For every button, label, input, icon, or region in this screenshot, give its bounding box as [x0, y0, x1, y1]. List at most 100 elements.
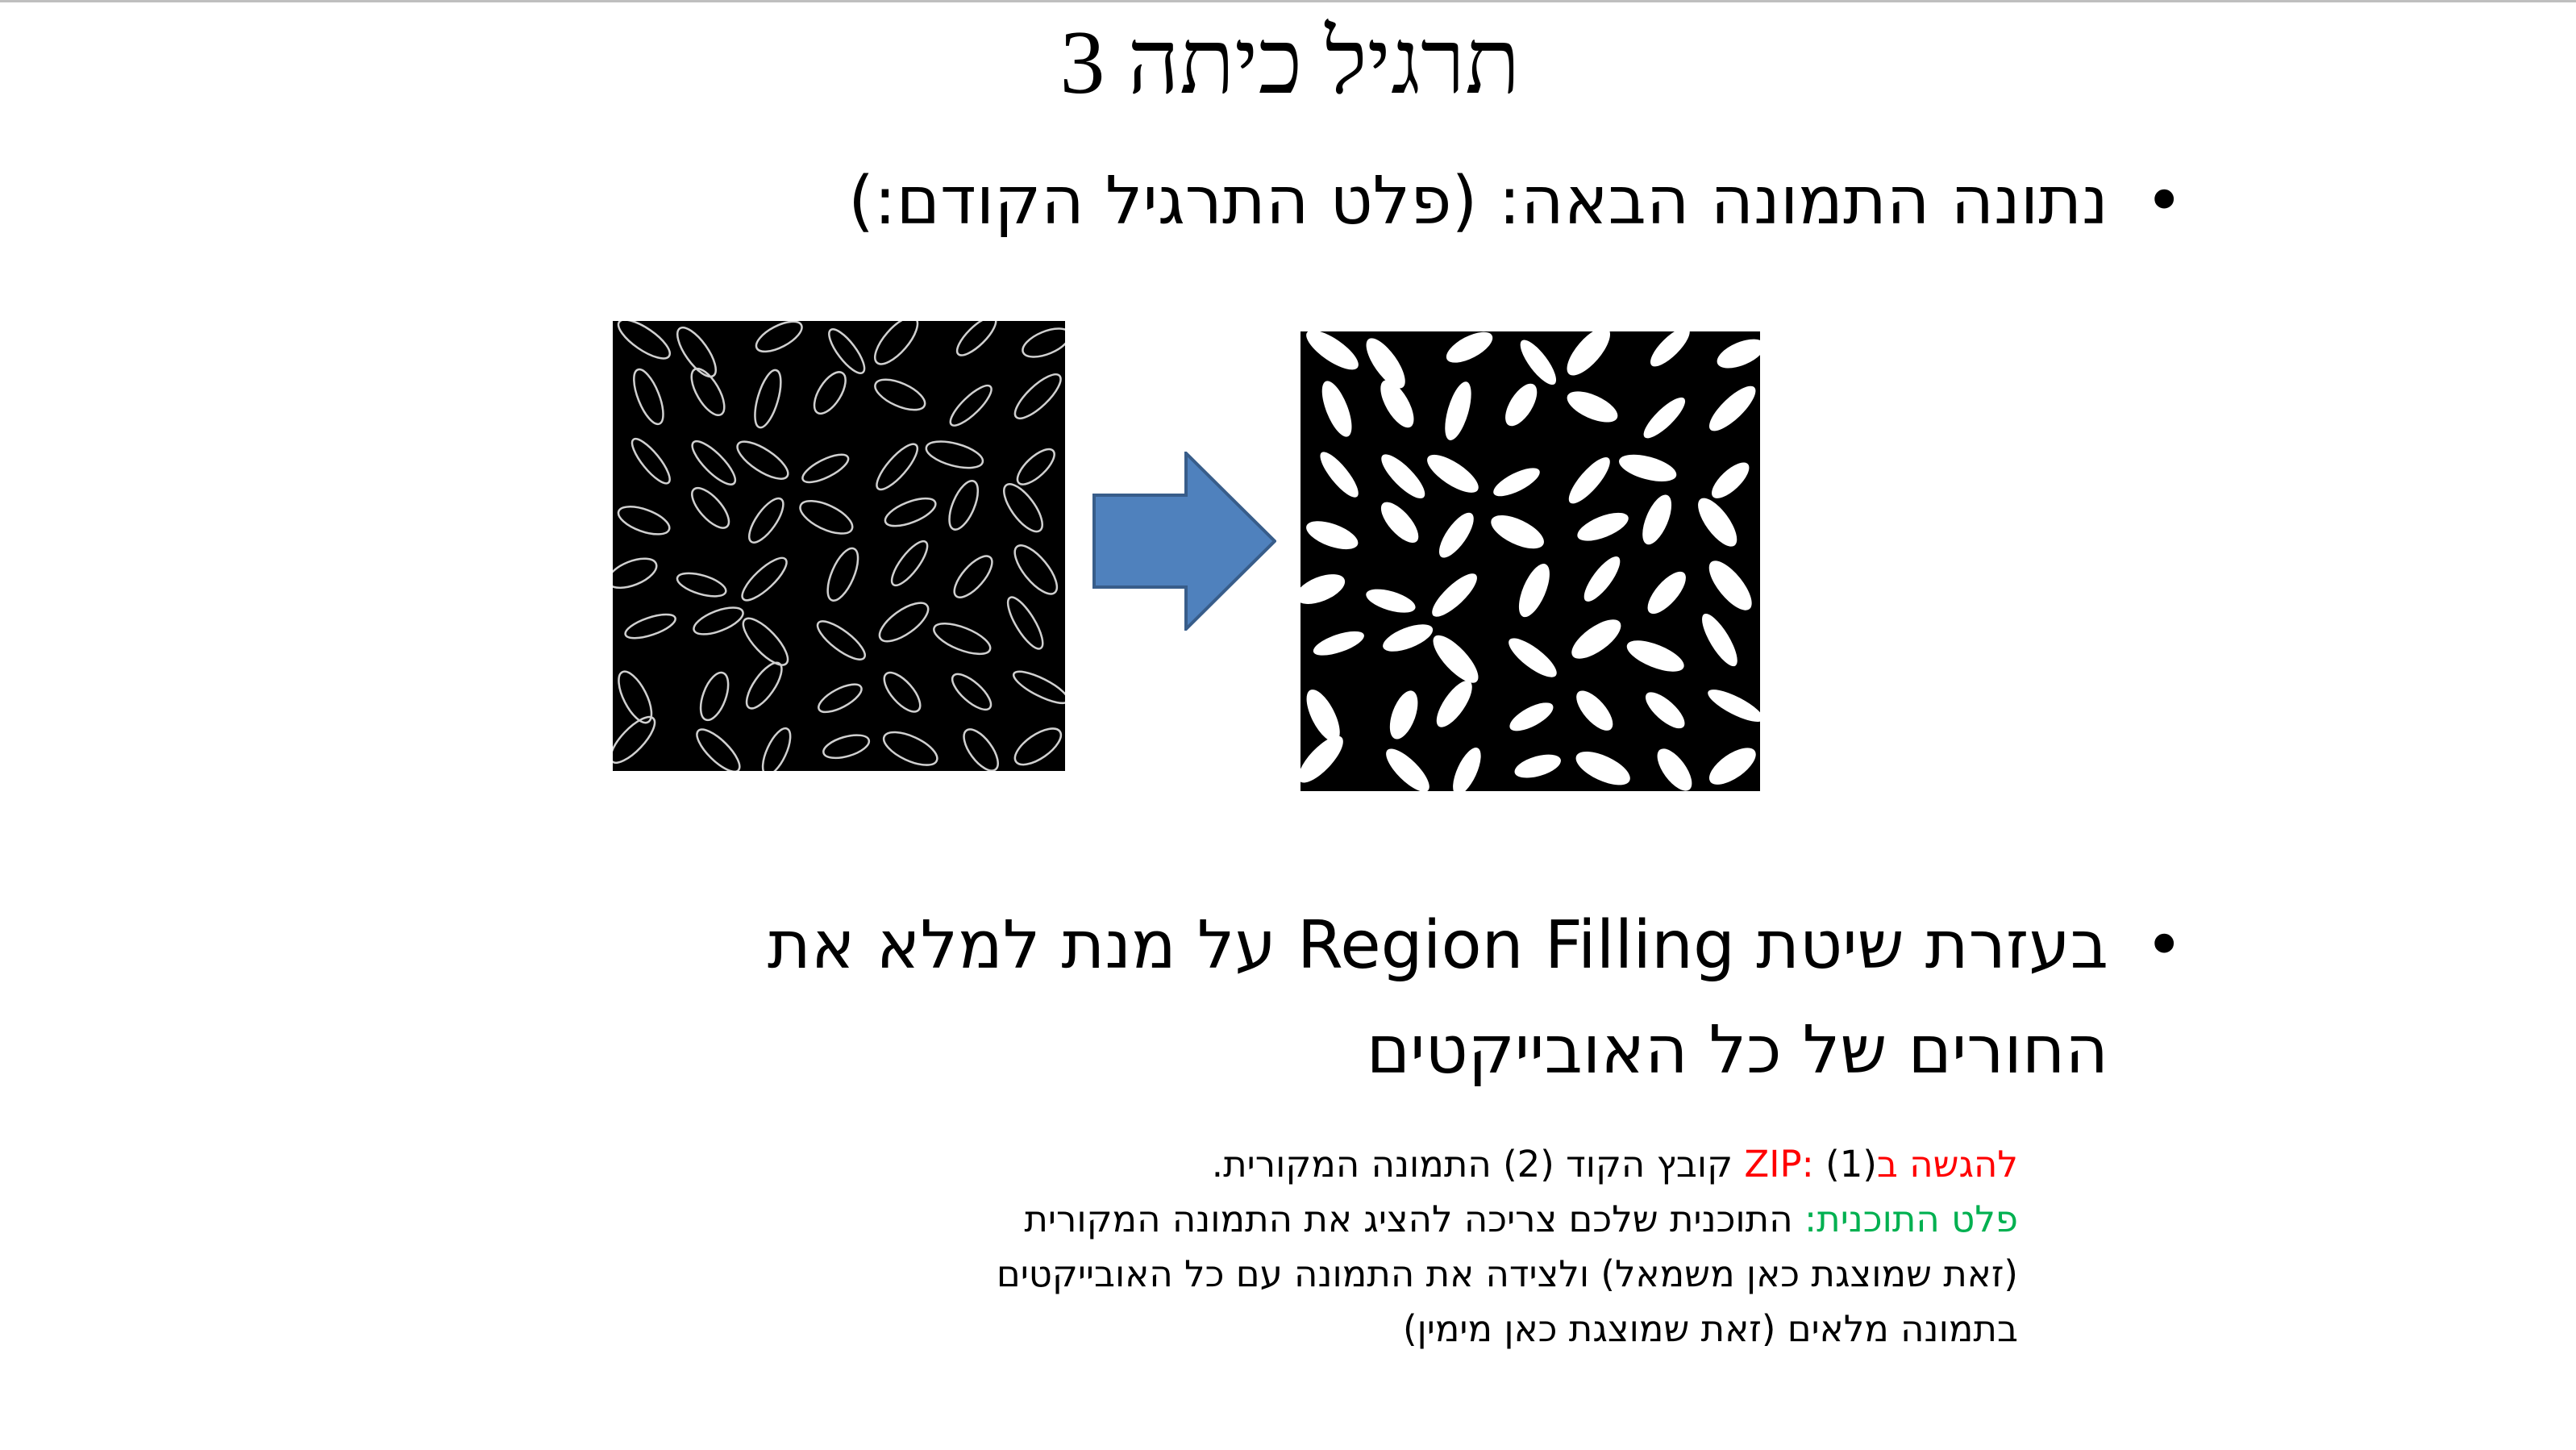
rice-grain	[748, 497, 784, 544]
rice-grain	[1013, 544, 1059, 595]
note-submit: להגשה בZIP: (1) קובץ הקוד (2) התמונה המק…	[728, 1137, 2018, 1192]
rice-grain	[1383, 624, 1434, 652]
rice-grain	[878, 602, 930, 643]
rice-grain	[1505, 383, 1538, 427]
rice-grain	[1698, 498, 1737, 547]
output-colon: :	[1804, 1198, 1817, 1240]
rice-grain	[1619, 454, 1677, 481]
rice-outlines-graphic	[613, 321, 1065, 771]
rice-grain	[618, 670, 653, 724]
rice-grain	[1389, 690, 1418, 740]
rice-grain	[876, 443, 919, 491]
rice-grain	[1306, 690, 1340, 742]
top-border	[0, 0, 2576, 2]
rice-grain	[617, 506, 671, 535]
rice-grain	[799, 499, 854, 535]
rice-grain	[953, 555, 993, 598]
rice-grain	[1003, 483, 1043, 533]
rice-grain	[1575, 751, 1630, 785]
rice-grain	[624, 613, 676, 640]
submit-colon: :	[1801, 1143, 1814, 1185]
rice-grain	[761, 727, 792, 771]
rice-outlines-image	[613, 321, 1065, 771]
rice-grain	[1514, 754, 1561, 778]
rice-grain	[1386, 748, 1429, 791]
bullet-region-filling-line1: בעזרת שיטת Region Filling על מנת למלא את	[768, 902, 2108, 990]
rice-grain	[1568, 456, 1610, 504]
rice-grain	[1016, 448, 1055, 485]
rice-grain	[742, 617, 789, 666]
rice-grain	[1013, 373, 1062, 420]
rice-grain	[676, 326, 717, 378]
rice-grain	[874, 378, 926, 411]
rice-grain	[1432, 573, 1477, 617]
rice-filled-image	[1300, 331, 1760, 791]
region-filling-term: Region Filling	[1296, 907, 1736, 984]
rice-grain	[691, 486, 730, 529]
slide-title: תרגיל כיתה 3	[1059, 13, 1521, 113]
rice-grain	[693, 606, 744, 635]
rice-grain	[1518, 563, 1550, 618]
rice-grain	[1520, 340, 1557, 385]
rice-grain	[691, 440, 737, 485]
rice-grain	[1366, 338, 1405, 389]
rice-grain	[1006, 596, 1044, 650]
rice-grain	[1313, 631, 1364, 656]
rice-grain	[754, 369, 782, 429]
output-label: פלט התוכנית	[1817, 1198, 2018, 1240]
note-line-4: בתמונה מלאים (זאת שמוצגת כאן מימין)	[1402, 1307, 2018, 1350]
rice-grain	[630, 437, 671, 485]
rice-grain	[699, 671, 730, 722]
rice-grain	[755, 321, 803, 353]
rice-grain	[1642, 494, 1672, 545]
rice-grain	[1446, 331, 1493, 363]
rice-grain	[617, 321, 671, 360]
rice-grain	[1427, 454, 1479, 493]
rice-grain	[822, 734, 871, 760]
rice-grain	[736, 440, 789, 480]
rice-grain	[1708, 748, 1756, 785]
rice-filled-graphic	[1300, 331, 1760, 791]
rice-grain	[1657, 748, 1692, 791]
rice-grain	[1650, 331, 1690, 367]
bullet-given-image: נתונה התמונה הבאה: (פלט התרגיל הקודם:)	[847, 163, 2108, 240]
submit-text: (1) קובץ הקוד (2) התמונה המקורית.	[1211, 1143, 1877, 1185]
rice-grain	[1433, 635, 1479, 683]
rice-grain	[1567, 391, 1618, 423]
rice-grain	[1012, 670, 1065, 705]
rice-grain	[874, 321, 919, 365]
rice-grain	[1645, 692, 1685, 729]
rice-grain	[1717, 339, 1760, 369]
rice-grain	[1708, 385, 1756, 431]
rice-grain	[816, 620, 866, 660]
rice-grain	[1436, 680, 1472, 727]
rice-grain	[1571, 619, 1621, 659]
rice-grain	[1567, 331, 1610, 376]
rice-grain	[1643, 397, 1686, 439]
submit-label: להגשה בZIP	[1744, 1143, 2018, 1185]
rice-grain	[1626, 640, 1684, 672]
rice-grain	[1509, 702, 1554, 731]
rice-grain	[1491, 515, 1544, 549]
submission-notes: להגשה בZIP: (1) קובץ הקוד (2) התמונה המק…	[728, 1137, 2018, 1356]
right-arrow-icon	[1092, 452, 1276, 631]
rice-grain	[1366, 589, 1416, 613]
note-line-3: (זאת שמוצגת כאן משמאל) ולצידה את התמונה …	[996, 1252, 2018, 1295]
rice-grain	[1445, 381, 1471, 440]
rice-grain	[690, 367, 726, 416]
rice-grain	[1583, 556, 1621, 602]
rice-grain	[949, 384, 993, 427]
rice-grain	[826, 547, 859, 602]
rice-grain	[933, 622, 992, 656]
rice-grain	[1380, 380, 1414, 428]
bullet-dot: •	[2145, 163, 2184, 240]
rice-grain	[1438, 512, 1474, 558]
rice-grain	[1380, 502, 1419, 544]
rice-grain	[963, 728, 999, 771]
rice-grain	[613, 715, 656, 764]
rice-grain	[890, 540, 929, 587]
rice-grain	[1320, 452, 1359, 498]
rice-grain	[1453, 748, 1481, 791]
rice-grain	[801, 453, 850, 484]
